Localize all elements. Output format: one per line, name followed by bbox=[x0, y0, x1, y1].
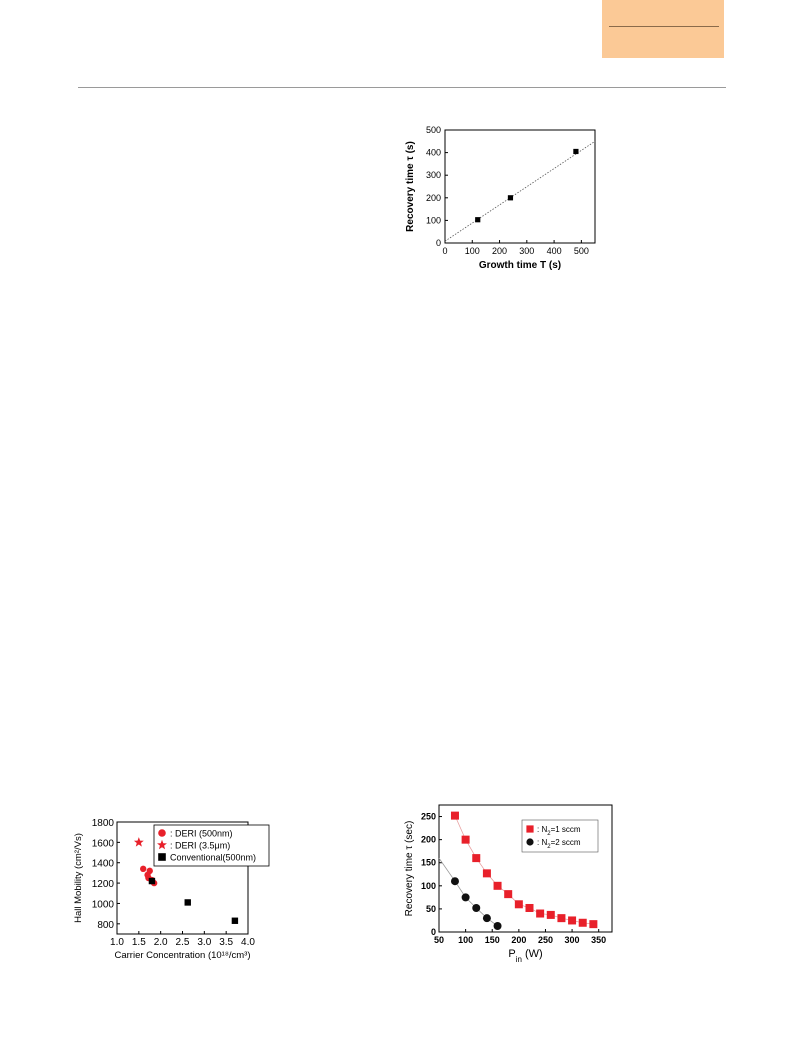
data-point bbox=[557, 914, 566, 923]
legend: : DERI (500nm) : DERI (3.5μm) Conventional… bbox=[153, 824, 270, 867]
x-tick-label: 300 bbox=[519, 246, 534, 256]
x-axis-label: Carrier Concentration (10¹⁸/cm³) bbox=[115, 950, 251, 961]
x-tick-label: 500 bbox=[574, 246, 589, 256]
x-tick-label: 4.0 bbox=[241, 937, 255, 948]
data-point bbox=[450, 877, 459, 886]
x-tick-label: 350 bbox=[591, 935, 606, 945]
x-tick-label: 250 bbox=[538, 935, 553, 945]
y-tick-label: 200 bbox=[421, 835, 436, 845]
y-axis-label: Recovery time τ (s) bbox=[405, 141, 416, 232]
data-point bbox=[482, 869, 491, 878]
x-tick-label: 2.0 bbox=[154, 937, 168, 948]
y-tick-label: 400 bbox=[426, 148, 441, 158]
data-point bbox=[450, 811, 459, 820]
x-tick-label: 200 bbox=[492, 246, 507, 256]
figure-hall-mobility: 1.0 1.5 2.0 2.5 3.0 3.5 4.0 800 1000 1200 1400 1600… bbox=[73, 818, 270, 961]
data-point bbox=[461, 835, 470, 844]
data-point bbox=[461, 893, 470, 902]
data-point bbox=[146, 867, 153, 875]
data-point bbox=[573, 148, 579, 155]
y-tick-label: 200 bbox=[426, 193, 441, 203]
data-point bbox=[231, 917, 239, 924]
data-point bbox=[472, 854, 481, 863]
legend-marker bbox=[526, 825, 534, 833]
x-tick-label: 200 bbox=[511, 935, 526, 945]
data-point bbox=[472, 903, 481, 912]
x-tick-label: 50 bbox=[434, 935, 444, 945]
y-tick-label: 50 bbox=[426, 904, 436, 914]
x-axis-label: Growth time T (s) bbox=[479, 260, 561, 271]
header-tab-rule bbox=[609, 26, 719, 27]
legend-marker bbox=[526, 838, 534, 846]
y-tick-label: 100 bbox=[426, 215, 441, 225]
x-tick-label: 2.5 bbox=[176, 937, 190, 948]
x-tick-label: 150 bbox=[485, 935, 500, 945]
legend-marker bbox=[158, 829, 166, 837]
y-tick-label: 0 bbox=[436, 238, 441, 248]
y-tick-label: 1400 bbox=[92, 859, 115, 870]
data-point bbox=[133, 837, 144, 847]
data-point bbox=[504, 890, 513, 899]
x-tick-label: 1.0 bbox=[110, 937, 124, 948]
data-point bbox=[507, 195, 514, 201]
data-point bbox=[140, 865, 147, 873]
legend-box bbox=[521, 819, 599, 853]
y-tick-label: 500 bbox=[426, 125, 441, 135]
x-tick-label: 400 bbox=[547, 246, 562, 256]
legend-label: : N2=2 sccm bbox=[537, 838, 581, 850]
y-tick-label: 1600 bbox=[92, 838, 115, 849]
x-tick-label: 1.5 bbox=[132, 937, 146, 948]
x-axis-label: Pin (W) bbox=[508, 948, 542, 964]
header-tab-box bbox=[602, 0, 724, 58]
x-tick-label: 3.5 bbox=[219, 937, 233, 948]
legend: : N2=1 sccm: N2=2 sccm bbox=[521, 819, 599, 853]
legend-marker bbox=[158, 853, 166, 861]
x-tick-label: 300 bbox=[565, 935, 580, 945]
legend-box bbox=[153, 824, 270, 867]
y-tick-label: 100 bbox=[421, 881, 436, 891]
data-point bbox=[589, 920, 598, 929]
data-point bbox=[525, 903, 534, 912]
fit-line bbox=[444, 140, 596, 242]
y-tick-label: 1000 bbox=[92, 899, 115, 910]
legend-label: Conventional(500nm) bbox=[170, 853, 256, 863]
data-point bbox=[475, 217, 481, 223]
y-axis-label: Hall Mobility (cm²/Vs) bbox=[73, 833, 84, 923]
legend-label: : DERI (500nm) bbox=[170, 829, 233, 839]
data-point bbox=[482, 914, 491, 923]
plot-frame bbox=[444, 129, 596, 244]
x-tick-label: 0 bbox=[442, 246, 447, 256]
y-axis-label: Recovery time τ (sec) bbox=[404, 821, 415, 917]
y-tick-label: 1200 bbox=[92, 879, 115, 890]
y-tick-label: 0 bbox=[431, 927, 436, 937]
y-tick-label: 800 bbox=[97, 920, 114, 931]
page-header-rule bbox=[78, 87, 726, 88]
legend-label: : N2=1 sccm bbox=[537, 825, 581, 837]
x-tick-label: 3.0 bbox=[197, 937, 211, 948]
y-tick-label: 250 bbox=[421, 812, 436, 822]
data-point bbox=[578, 918, 587, 927]
legend-label: : DERI (3.5μm) bbox=[170, 841, 230, 851]
x-tick-label: 100 bbox=[465, 246, 480, 256]
y-tick-label: 150 bbox=[421, 858, 436, 868]
x-tick-label: 100 bbox=[458, 935, 473, 945]
data-point bbox=[184, 899, 191, 906]
figure-recovery-vs-growth: 0 100 200 300 400 500 0 100 200 300 400 500 Growth t… bbox=[405, 125, 596, 271]
data-point bbox=[546, 910, 555, 919]
y-tick-label: 300 bbox=[426, 170, 441, 180]
plot-frame bbox=[438, 804, 613, 933]
data-point bbox=[148, 877, 156, 885]
data-point bbox=[493, 921, 502, 930]
data-point bbox=[568, 916, 577, 925]
data-point bbox=[536, 909, 545, 918]
data-point bbox=[493, 881, 502, 890]
data-point bbox=[514, 900, 523, 909]
legend-marker bbox=[157, 839, 167, 850]
y-tick-label: 1800 bbox=[92, 818, 115, 829]
